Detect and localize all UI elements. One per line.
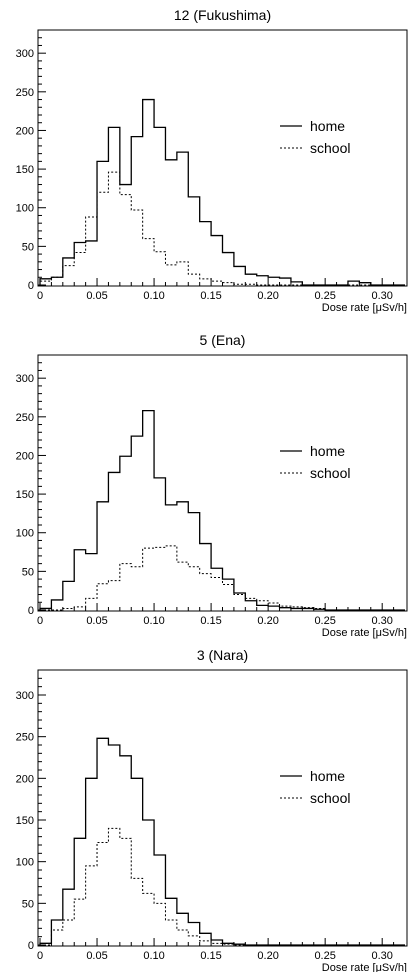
y-tick-label: 0 (28, 280, 34, 292)
legend-label-home: home (310, 443, 345, 459)
x-tick-label: 0.30 (371, 290, 392, 302)
y-tick-label: 150 (16, 164, 34, 176)
x-axis-label: Dose rate [μSv/h] (322, 302, 407, 314)
series-home-histogram (39, 409, 405, 611)
x-tick-label: 0.05 (86, 615, 107, 627)
y-tick-label: 100 (16, 203, 34, 215)
x-tick-label: 0.15 (200, 615, 221, 627)
x-tick-label: 0 (37, 290, 43, 302)
histogram-panel-3: 3 (Nara) 0 50 100 150 200 250 300 0 0.05 0.10 0.15 0… (16, 647, 408, 972)
y-tick-label: 50 (22, 241, 34, 253)
histogram-panel-2: 5 (Ena) 0 50 100 150 200 250 300 0 0.05 0.10 0.15 0.… (16, 332, 408, 639)
legend-label-home: home (310, 768, 345, 784)
series-home-histogram (39, 98, 405, 286)
x-tick-label: 0.15 (200, 950, 221, 962)
y-tick-label: 150 (16, 489, 34, 501)
y-tick-label: 50 (22, 566, 34, 578)
x-tick-label: 0.20 (257, 290, 278, 302)
legend-label-home: home (310, 118, 345, 134)
x-tick-label: 0 (37, 950, 43, 962)
y-tick-label: 200 (16, 125, 34, 137)
x-tick-label: 0.05 (86, 290, 107, 302)
x-tick-label: 0.10 (143, 615, 164, 627)
series-school-histogram (39, 171, 405, 286)
x-tick-label: 0 (37, 615, 43, 627)
y-tick-label: 0 (28, 605, 34, 617)
x-tick-label: 0.25 (314, 290, 335, 302)
chart-title: 5 (Ena) (200, 332, 246, 348)
x-axis-label: Dose rate [μSv/h] (322, 962, 407, 972)
y-tick-label: 250 (16, 87, 34, 99)
y-tick-label: 100 (16, 857, 34, 869)
x-tick-label: 0.20 (257, 950, 278, 962)
series-school-histogram (40, 545, 405, 611)
y-tick-label: 200 (16, 773, 34, 785)
y-tick-label: 250 (16, 732, 34, 744)
y-tick-label: 250 (16, 412, 34, 424)
x-tick-label: 0.05 (86, 950, 107, 962)
y-tick-label: 200 (16, 450, 34, 462)
x-axis-label: Dose rate [μSv/h] (322, 627, 407, 639)
series-home-histogram (39, 737, 405, 946)
x-tick-label: 0.15 (200, 290, 221, 302)
x-tick-label: 0.10 (143, 950, 164, 962)
legend-label-school: school (310, 790, 350, 806)
legend-label-school: school (310, 465, 350, 481)
chart-title: 12 (Fukushima) (174, 7, 271, 23)
y-tick-label: 50 (22, 898, 34, 910)
x-tick-label: 0.25 (314, 950, 335, 962)
x-tick-label: 0.30 (371, 615, 392, 627)
series-school-histogram (40, 827, 405, 946)
y-tick-label: 300 (16, 48, 34, 60)
y-tick-label: 0 (28, 940, 34, 952)
x-tick-label: 0.10 (143, 290, 164, 302)
x-tick-label: 0.20 (257, 615, 278, 627)
plot-frame (37, 669, 408, 947)
chart-title: 3 (Nara) (197, 647, 248, 663)
y-tick-label: 300 (16, 690, 34, 702)
y-tick-label: 300 (16, 373, 34, 385)
y-tick-label: 100 (16, 528, 34, 540)
x-tick-label: 0.25 (314, 615, 335, 627)
x-tick-label: 0.30 (371, 950, 392, 962)
legend-label-school: school (310, 140, 350, 156)
histogram-panel-1: 12 (Fukushima) 0 50 100 150 200 250 300 0 0.05 0.1… (16, 7, 408, 314)
y-tick-label: 150 (16, 815, 34, 827)
